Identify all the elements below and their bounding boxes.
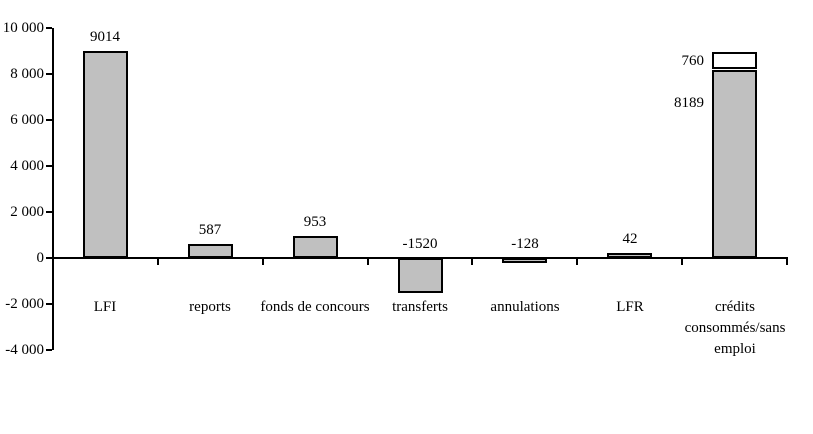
y-tick-label: 10 000	[2, 20, 44, 36]
y-axis	[52, 28, 54, 350]
bar-segment-main	[188, 244, 233, 258]
y-axis-tick	[46, 165, 52, 167]
bar-segment-main	[502, 258, 547, 263]
category-label: reports	[189, 299, 231, 315]
y-axis-tick	[46, 349, 52, 351]
value-label: 9014	[90, 29, 120, 45]
bar-segment-main	[398, 258, 443, 293]
x-axis-tick	[681, 257, 683, 265]
bar-segment-main	[712, 70, 757, 258]
category-label: LFI	[93, 299, 117, 315]
stacked-value-label-top: 760	[681, 53, 705, 69]
category-label: LFR	[616, 299, 644, 315]
bar-segment-top	[712, 52, 757, 69]
category-label: annulations	[490, 299, 560, 315]
y-tick-label: 8 000	[10, 66, 44, 82]
x-axis-tick	[471, 257, 473, 265]
y-axis-tick	[46, 73, 52, 75]
x-axis-tick	[367, 257, 369, 265]
category-label: transferts	[392, 299, 448, 315]
value-label: 42	[622, 231, 638, 247]
y-axis-tick	[46, 27, 52, 29]
value-label: -1520	[402, 236, 438, 252]
x-axis-tick	[786, 257, 788, 265]
x-axis-tick	[262, 257, 264, 265]
y-tick-label: 0	[36, 250, 45, 266]
y-tick-label: -2 000	[5, 296, 44, 312]
y-axis-tick	[46, 303, 52, 305]
y-tick-label: 2 000	[10, 204, 44, 220]
y-axis-tick	[46, 257, 52, 259]
y-tick-label: -4 000	[5, 342, 44, 358]
y-tick-label: 6 000	[10, 112, 44, 128]
value-label: 953	[303, 214, 327, 230]
y-tick-label: 4 000	[10, 158, 44, 174]
stacked-value-label-bottom: 8189	[674, 95, 704, 111]
bar-segment-main	[607, 253, 652, 258]
bar-segment-main	[293, 236, 338, 258]
category-label: crédits consommés/sans emploi	[684, 299, 786, 357]
x-axis-tick	[52, 257, 54, 265]
bar-segment-main	[83, 51, 128, 258]
y-axis-tick	[46, 119, 52, 121]
y-axis-tick	[46, 211, 52, 213]
value-label: -128	[511, 236, 539, 252]
category-label: fonds de concours	[260, 299, 370, 315]
x-axis-tick	[157, 257, 159, 265]
value-label: 587	[198, 222, 222, 238]
x-axis-tick	[576, 257, 578, 265]
